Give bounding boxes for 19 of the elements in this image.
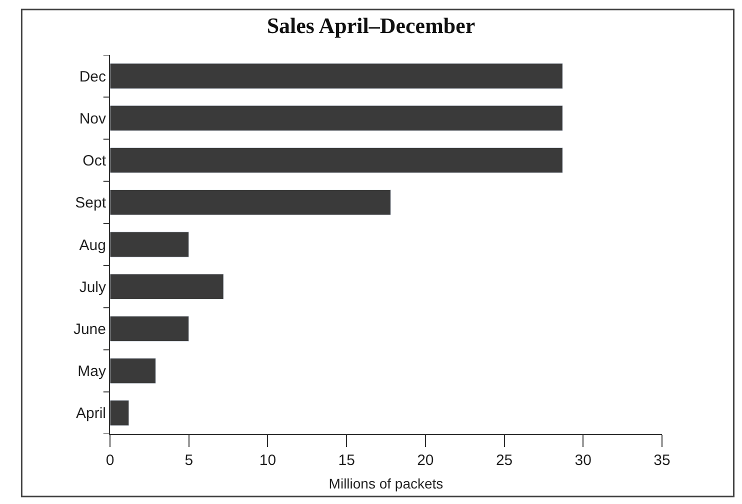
chart-title: Sales April–December [266, 13, 476, 38]
y-tick-label: Oct [82, 152, 107, 170]
y-tick-label: Sept [75, 194, 107, 212]
y-tick-label: Aug [79, 236, 106, 254]
x-tick-label: 20 [417, 452, 434, 469]
y-tick-label: May [78, 363, 106, 380]
x-axis-title: Millions of packets [328, 475, 444, 492]
x-tick-label: 15 [338, 452, 355, 469]
y-tick-label: April [76, 405, 106, 422]
y-tick-label: Nov [79, 110, 106, 128]
y-tick-label: July [79, 278, 106, 296]
y-tick-label: June [73, 320, 106, 338]
x-tick-label: 10 [259, 452, 276, 469]
x-tick-label: 25 [496, 452, 513, 469]
x-tick-label: 35 [654, 452, 670, 469]
x-tick-label: 30 [574, 452, 592, 469]
x-tick-label: 5 [184, 452, 194, 469]
x-tick-label: 0 [106, 452, 114, 469]
y-tick-label: Dec [79, 68, 106, 86]
